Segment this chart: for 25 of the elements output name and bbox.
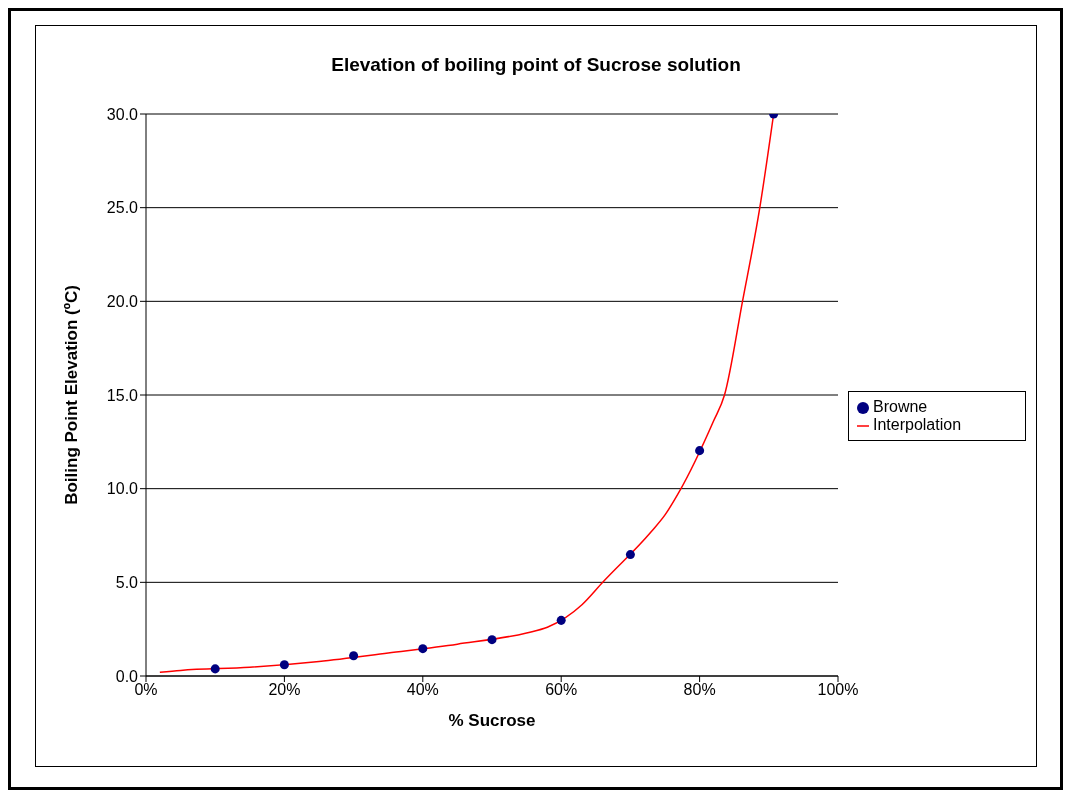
point — [695, 446, 705, 456]
point — [418, 644, 428, 654]
point — [625, 550, 635, 560]
chart-title: Elevation of boiling point of Sucrose solution — [330, 54, 742, 76]
point — [279, 660, 289, 670]
y-tick-label: 10.0 — [106, 480, 139, 498]
x-tick-label: 40% — [406, 681, 439, 699]
y-tick-label: 25.0 — [106, 199, 139, 217]
y-tick-label: 5.0 — [115, 574, 139, 592]
y-tick-label: 30.0 — [106, 105, 139, 123]
point — [349, 651, 359, 661]
point — [487, 635, 497, 645]
x-tick-label: 0% — [134, 681, 158, 699]
point — [556, 615, 566, 625]
point — [210, 664, 220, 674]
x-tick-label: 20% — [268, 681, 301, 699]
y-tick-label: 20.0 — [106, 293, 139, 311]
x-tick-label: 100% — [817, 681, 859, 699]
x-tick-label: 80% — [683, 681, 716, 699]
y-axis-title: Boiling Point Elevation (ºC) — [62, 285, 82, 505]
legend-label: Browne — [873, 398, 928, 415]
y-tick-label: 15.0 — [106, 386, 139, 404]
legend-label: Interpolation — [873, 416, 962, 433]
x-tick-label: 60% — [545, 681, 578, 699]
x-axis-title: % Sucrose — [448, 711, 536, 730]
